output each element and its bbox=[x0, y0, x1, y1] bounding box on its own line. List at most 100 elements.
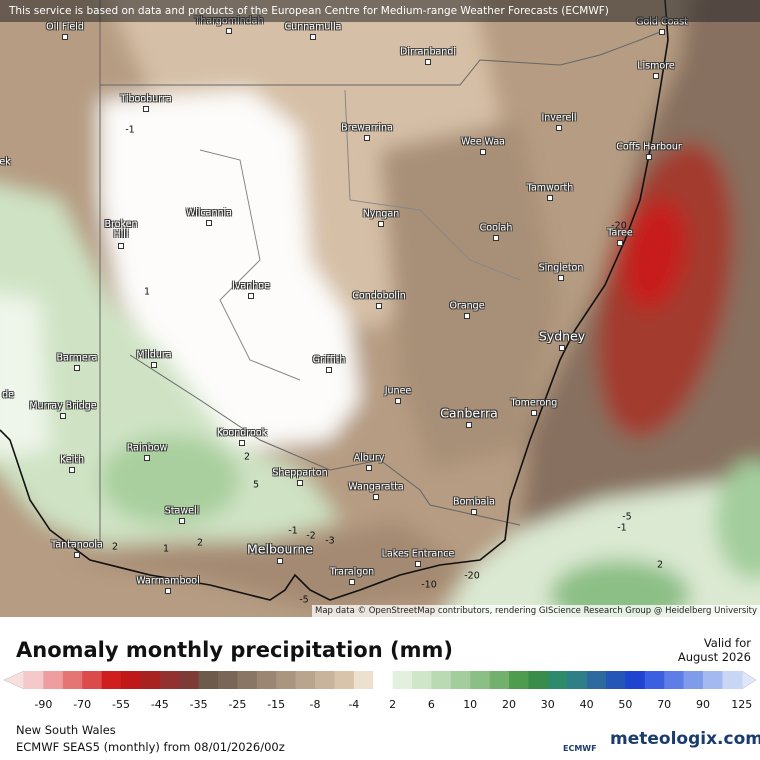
town-label[interactable]: Nyngan bbox=[362, 208, 400, 220]
map[interactable]: Oil FieldThargomindahCunnamullaDirranban… bbox=[0, 0, 760, 617]
legend-swatch bbox=[528, 671, 549, 689]
legend-tick-label: 10 bbox=[463, 698, 477, 710]
town-label[interactable]: Koondrook bbox=[216, 427, 268, 439]
attribution[interactable]: Map data © OpenStreetMap contributors, r… bbox=[312, 605, 760, 617]
town-label[interactable]: Sydney bbox=[538, 328, 586, 344]
legend-swatch bbox=[470, 671, 490, 689]
town-label[interactable]: Wangaratta bbox=[348, 481, 404, 493]
town-label[interactable]: Warrnambool bbox=[136, 575, 200, 587]
town-label[interactable]: Keith bbox=[60, 454, 84, 466]
town-label[interactable]: Brewarrina bbox=[341, 122, 393, 134]
town-label[interactable]: Bombala bbox=[453, 496, 495, 508]
town-marker bbox=[659, 29, 665, 35]
contour-label: -5 bbox=[622, 511, 632, 523]
town-label[interactable]: Cunnamulla bbox=[284, 21, 342, 33]
legend-tick-label: -70 bbox=[73, 698, 91, 710]
brand[interactable]: meteologix.com bbox=[610, 729, 760, 749]
town-label[interactable]: Lakes Entrance bbox=[381, 548, 455, 560]
town-label[interactable]: Broken Hill bbox=[104, 219, 138, 240]
town-marker bbox=[531, 410, 537, 416]
town-marker bbox=[559, 345, 565, 351]
town-label[interactable]: Canberra bbox=[440, 405, 498, 421]
town-marker bbox=[297, 480, 303, 486]
town-marker bbox=[376, 303, 382, 309]
town-label[interactable]: Wee Waa bbox=[461, 136, 505, 148]
town-label[interactable]: Tomerong bbox=[510, 397, 558, 409]
legend-swatch bbox=[509, 671, 529, 689]
model-run: ECMWF SEAS5 (monthly) from 08/01/2026/00… bbox=[16, 740, 285, 754]
town-label[interactable]: Tamworth bbox=[526, 182, 574, 194]
contour-label: -3 bbox=[325, 535, 335, 547]
legend-arrow-left bbox=[3, 670, 25, 690]
town-marker bbox=[326, 367, 332, 373]
town-label[interactable]: Junee bbox=[384, 385, 412, 397]
legend-tick-label: 90 bbox=[696, 698, 710, 710]
legend-swatch bbox=[703, 671, 723, 689]
town-label[interactable]: Ivanhoe bbox=[232, 280, 270, 292]
town-label[interactable]: Tibooburra bbox=[120, 93, 172, 105]
town-marker bbox=[364, 135, 370, 141]
town-marker bbox=[556, 125, 562, 131]
town-label[interactable]: Lismore bbox=[637, 60, 675, 72]
town-label[interactable]: Oil Field bbox=[46, 21, 84, 33]
town-label[interactable]: Melbourne bbox=[247, 541, 313, 557]
legend-swatch bbox=[276, 671, 296, 689]
town-label[interactable]: Gold Coast bbox=[636, 16, 688, 28]
town-label[interactable]: Coffs Harbour bbox=[616, 141, 682, 153]
town-marker bbox=[69, 467, 75, 473]
town-marker bbox=[493, 235, 499, 241]
contour-label: 1 bbox=[162, 543, 170, 555]
town-label[interactable]: Mildura bbox=[136, 349, 172, 361]
town-label[interactable]: Tantanoola bbox=[51, 539, 103, 551]
legend-tick-label: 50 bbox=[618, 698, 632, 710]
town-label[interactable]: de bbox=[2, 389, 14, 401]
legend-swatch bbox=[664, 671, 684, 689]
town-label[interactable]: Coolah bbox=[479, 222, 513, 234]
town-label[interactable]: Albury bbox=[353, 452, 385, 464]
town-marker bbox=[480, 149, 486, 155]
legend-swatch bbox=[198, 671, 219, 689]
town-label[interactable]: Singleton bbox=[538, 262, 584, 274]
town-marker bbox=[144, 455, 150, 461]
town-marker bbox=[646, 154, 652, 160]
town-label[interactable]: Dirranbandi bbox=[400, 46, 456, 58]
legend-swatch bbox=[567, 671, 587, 689]
town-label[interactable]: Wilcannia bbox=[185, 207, 233, 219]
town-marker bbox=[239, 440, 245, 446]
town-marker bbox=[366, 465, 372, 471]
town-label[interactable]: Inverell bbox=[541, 112, 577, 124]
legend-swatch bbox=[218, 671, 238, 689]
contour-label: -5 bbox=[299, 594, 309, 606]
valid-label: Valid for bbox=[703, 636, 751, 650]
town-label[interactable]: Murray Bridge bbox=[29, 400, 97, 412]
legend-swatch bbox=[625, 671, 646, 689]
town-label[interactable]: Stawell bbox=[164, 505, 200, 517]
town-label[interactable]: Shepparton bbox=[272, 467, 328, 479]
town-label[interactable]: ek bbox=[0, 156, 11, 168]
town-label[interactable]: Barmera bbox=[56, 352, 98, 364]
contour-label: 5 bbox=[252, 479, 260, 491]
town-label[interactable]: Rainbow bbox=[126, 442, 168, 454]
legend-swatch bbox=[140, 671, 161, 689]
town-label[interactable]: Taree bbox=[607, 227, 633, 239]
legend-swatch bbox=[450, 671, 471, 689]
anomaly-field bbox=[0, 0, 760, 617]
legend-tick-label: -45 bbox=[151, 698, 169, 710]
contour-label: -1 bbox=[617, 522, 627, 534]
town-label[interactable]: Condobolin bbox=[352, 290, 406, 302]
contour-label: -10 bbox=[421, 579, 437, 591]
town-label[interactable]: Traralgon bbox=[329, 566, 375, 578]
town-marker bbox=[60, 413, 66, 419]
map-canvas bbox=[0, 0, 760, 617]
town-label[interactable]: Griffith bbox=[312, 354, 346, 366]
town-marker bbox=[248, 293, 254, 299]
town-label[interactable]: Orange bbox=[449, 300, 485, 312]
legend-swatch bbox=[62, 671, 83, 689]
ecmwf-logo[interactable]: ECMWF bbox=[563, 744, 597, 753]
town-marker bbox=[206, 220, 212, 226]
town-marker bbox=[617, 240, 623, 246]
town-marker bbox=[118, 243, 124, 249]
legend-swatch bbox=[82, 671, 102, 689]
legend-swatch bbox=[392, 671, 413, 689]
